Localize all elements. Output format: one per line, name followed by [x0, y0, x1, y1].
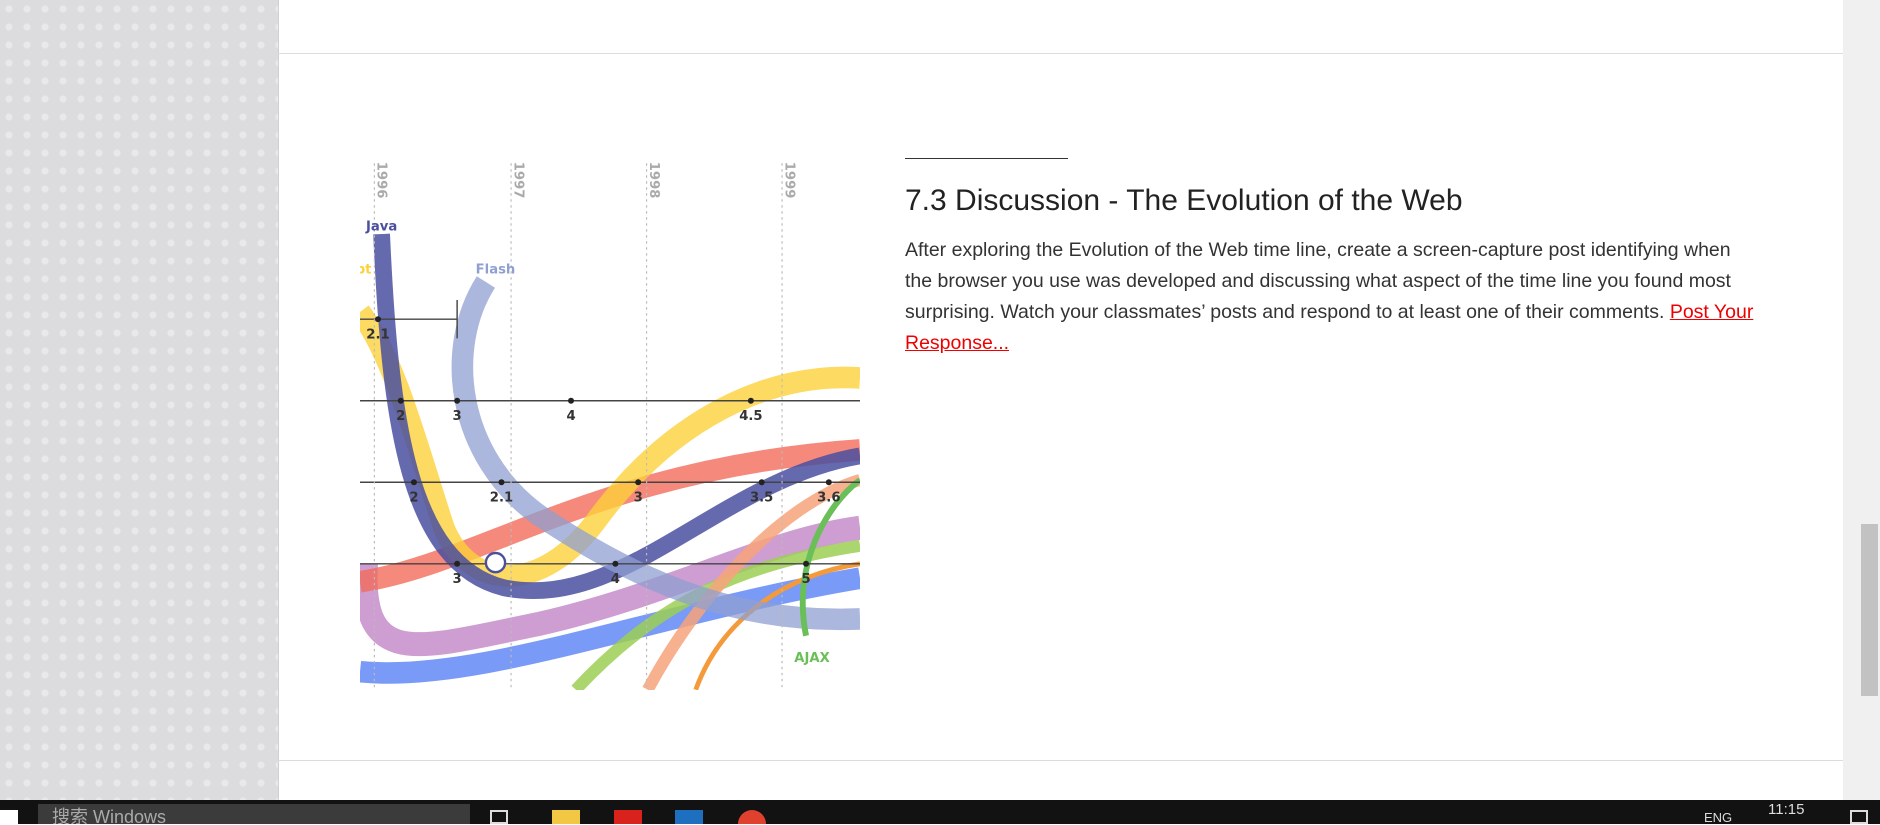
version-dot: [568, 397, 575, 404]
web-evolution-illustration: 1996 1997 1998 1999 Java Flash pt AJAX 2.1 2 3 4 4.5…: [360, 163, 860, 690]
version-dot: [803, 560, 810, 567]
start-button[interactable]: [0, 810, 18, 824]
curve: [360, 515, 860, 657]
language[interactable]: ENG: [1704, 810, 1733, 825]
divider: [278, 53, 1843, 54]
curve: [799, 477, 860, 637]
app-icon[interactable]: [614, 810, 642, 824]
version-dot: [454, 397, 461, 404]
app-icon[interactable]: [675, 810, 703, 824]
curve: [360, 305, 860, 587]
task-view[interactable]: [490, 810, 508, 824]
version-label: 3.5: [750, 490, 773, 505]
version-dot: [825, 479, 832, 486]
post-link[interactable]: Post Your Response...: [905, 301, 1754, 354]
curve: [451, 276, 860, 631]
version-label: 2.1: [366, 327, 389, 342]
version-dot: [454, 560, 461, 567]
heading-rule: [905, 158, 1068, 159]
version-label: 4: [611, 572, 620, 587]
version-dot: [410, 479, 417, 486]
version-dot: [374, 316, 381, 323]
technology-label: Java: [365, 219, 397, 234]
content-area: [278, 0, 1844, 800]
divider: [278, 760, 1843, 761]
version-dot: [397, 397, 404, 404]
search-box[interactable]: 搜索 Windows: [38, 804, 470, 824]
version-label: 4: [566, 409, 575, 424]
scroll-thumb[interactable]: [1861, 524, 1878, 696]
version-label: 3: [453, 572, 462, 587]
heading: 7.3 Discussion - The Evolution of the We…: [905, 184, 1463, 217]
technology-label: pt: [360, 263, 371, 278]
clock[interactable]: 11:15: [1768, 801, 1805, 818]
version-label: 2.1: [490, 490, 513, 505]
year-label: 1998: [646, 163, 661, 198]
version-label: 2: [396, 409, 405, 424]
version-dot: [612, 560, 619, 567]
version-label: 4.5: [739, 409, 762, 424]
year-label: 1999: [781, 163, 796, 198]
version-dot: [758, 479, 765, 486]
year-label: 1997: [510, 163, 525, 198]
chrome[interactable]: [738, 810, 766, 824]
version-label: 3: [453, 409, 462, 424]
technology-label: AJAX: [794, 651, 829, 666]
device-icon: [484, 551, 507, 574]
version-label: 5: [801, 572, 810, 587]
body: After exploring the Evolution of the Web…: [905, 239, 1731, 323]
version-dot: [635, 479, 642, 486]
version-label: 2: [409, 490, 418, 505]
curves: [360, 233, 860, 690]
technology-label: Flash: [476, 263, 516, 278]
sidebar-pattern: [0, 0, 278, 800]
curve: [373, 233, 860, 599]
file-explorer[interactable]: [552, 810, 580, 824]
body-text: After exploring the Evolution of the Web…: [905, 235, 1760, 359]
taskbar: 搜索 Windows ENG 11:15: [0, 800, 1880, 825]
version-dot: [498, 479, 505, 486]
notifications[interactable]: [1850, 810, 1868, 824]
year-label: 1996: [374, 163, 389, 198]
curve: [642, 474, 860, 690]
version-dot: [747, 397, 754, 404]
version-label: 3.6: [817, 490, 840, 505]
version-label: 3: [634, 490, 643, 505]
